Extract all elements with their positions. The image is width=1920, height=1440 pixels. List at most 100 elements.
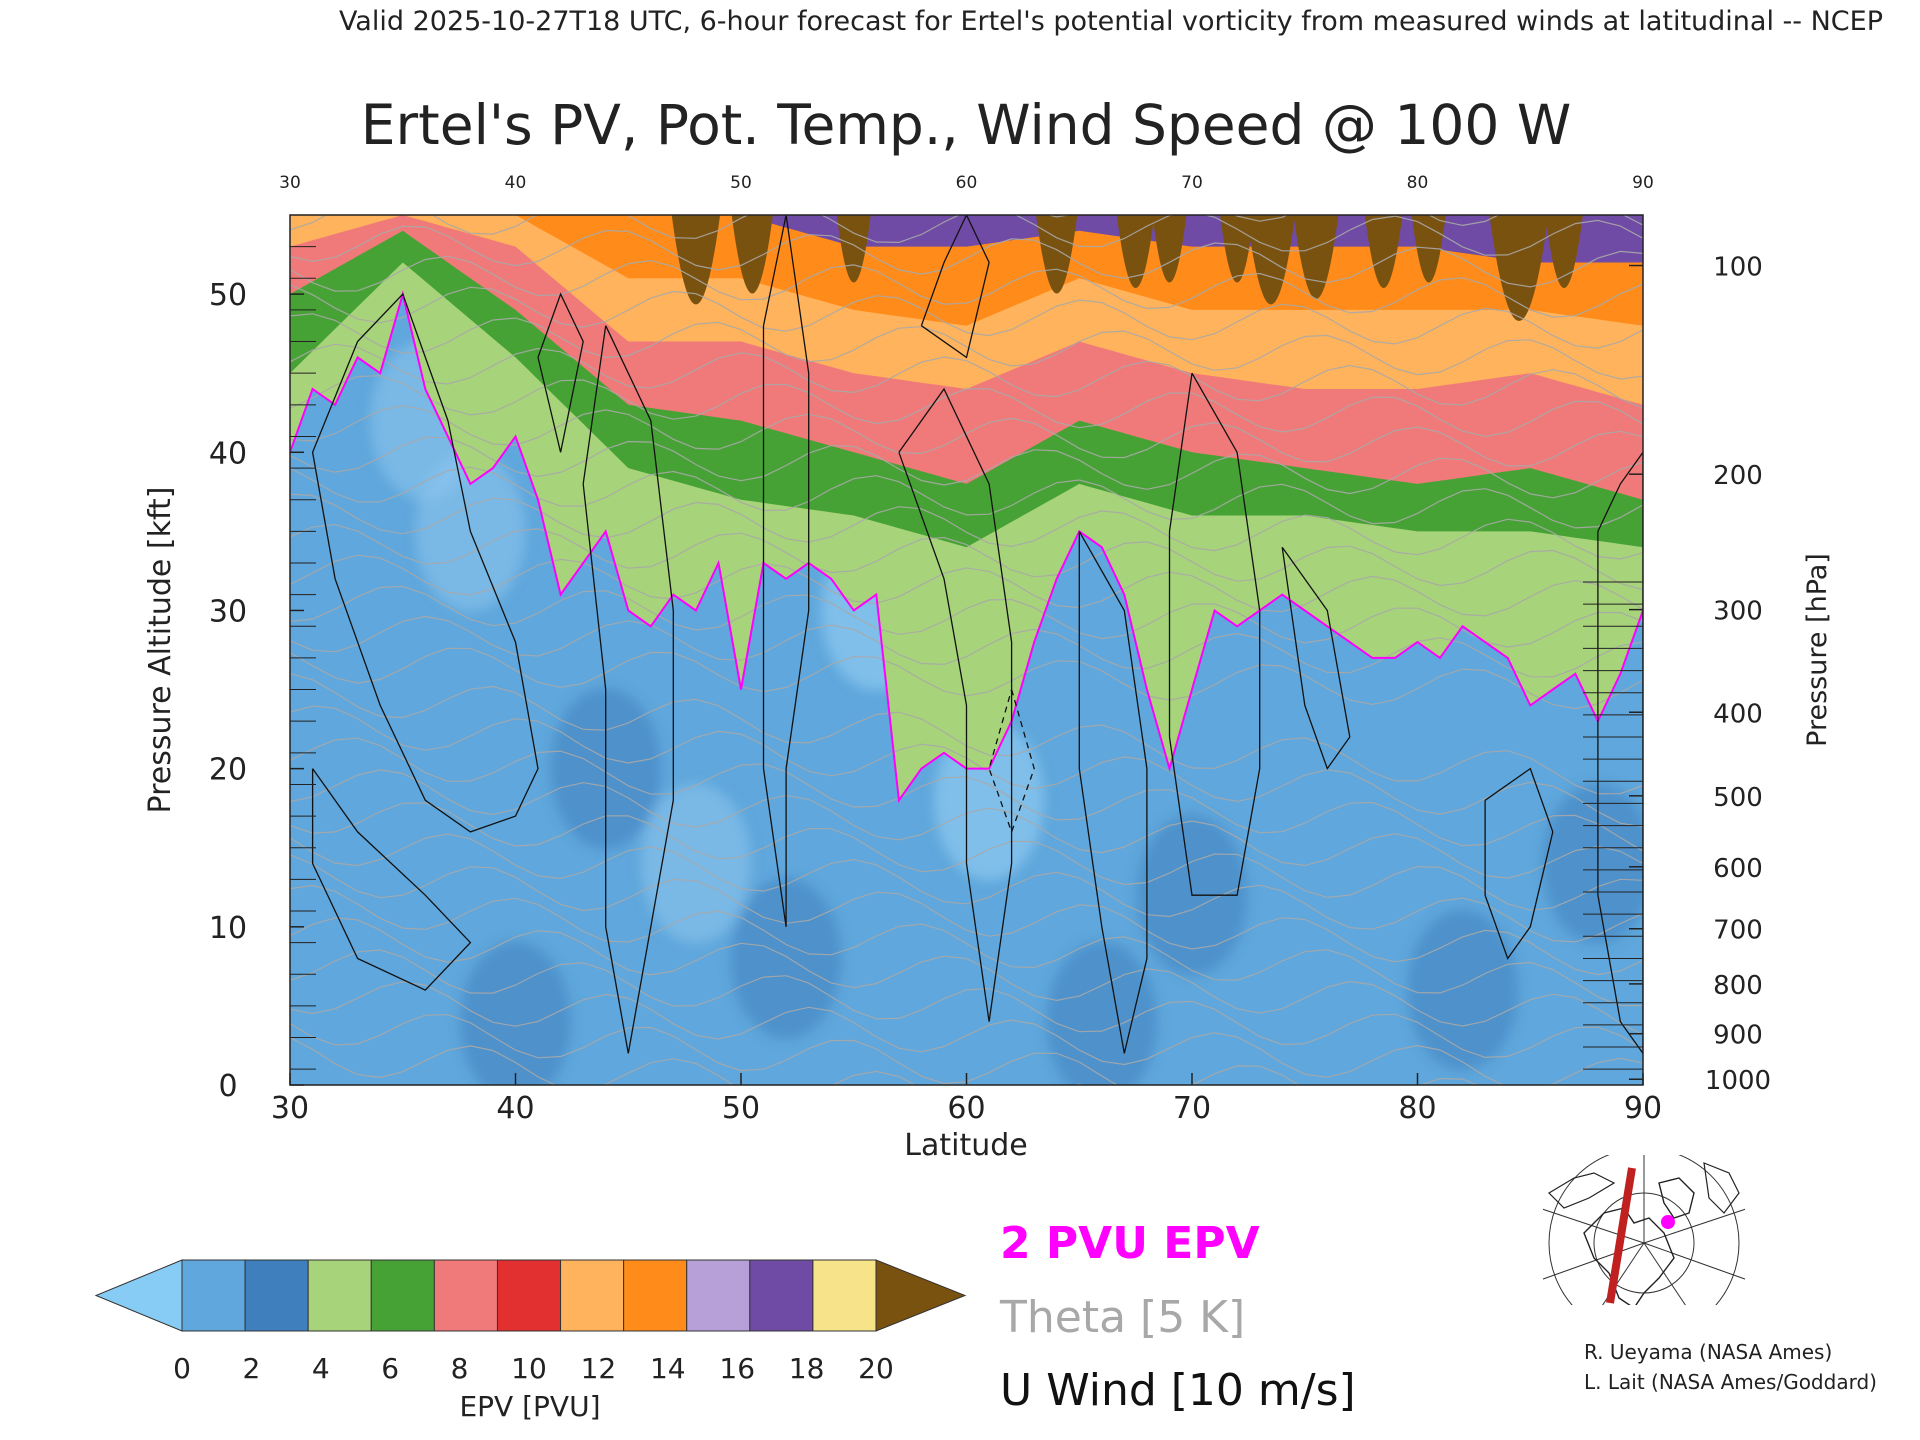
colorbar-tick-label: 20	[858, 1352, 894, 1385]
section-line	[1606, 1167, 1636, 1304]
epv-field	[290, 215, 1643, 1085]
y-tick-label: 0	[218, 1069, 237, 1104]
u-wind-contour-negative	[988, 689, 1035, 834]
spike-7	[1364, 215, 1403, 288]
colorbar-tick-label: 18	[789, 1352, 825, 1385]
u-wind-contour-6	[1168, 372, 1261, 896]
colorbar-segment-1	[244, 1259, 309, 1332]
theta-contour-16	[290, 554, 1643, 617]
pressure-tick-label: 500	[1713, 783, 1763, 813]
theta-contour-17	[290, 523, 1643, 591]
colorbar-segment-2	[307, 1259, 372, 1332]
x-tick-label: 40	[496, 1091, 534, 1126]
colorbar-tick-label: 8	[451, 1352, 469, 1385]
theta-contour-3	[290, 949, 1643, 1059]
spike-6	[1293, 215, 1339, 299]
pressure-tick-label: 900	[1713, 1021, 1763, 1051]
colorbar-tick-label: 14	[650, 1352, 686, 1385]
credit-line-1: R. Ueyama (NASA Ames)	[1584, 1340, 1832, 1364]
theta-contour-2	[290, 981, 1643, 1085]
u-wind-contour-5	[1078, 531, 1148, 1054]
u-wind-contour-10	[920, 215, 990, 359]
theta-contour-7	[290, 833, 1643, 943]
theta-contour-15	[290, 585, 1643, 648]
colorbar-tick-label: 4	[312, 1352, 330, 1385]
credit-line-2: L. Lait (NASA Ames/Goddard)	[1584, 1370, 1877, 1394]
colorbar-segment-3	[370, 1259, 435, 1332]
colorbar-tick-label: 16	[719, 1352, 755, 1385]
legend-item-2pvu: 2 PVU EPV	[1000, 1218, 1260, 1269]
x-tick-label: 60	[947, 1091, 985, 1126]
spike-0	[671, 215, 721, 305]
colorbar-segment-10	[812, 1259, 877, 1332]
x-tick-label: 70	[1173, 1091, 1211, 1126]
location-marker	[1661, 1215, 1675, 1229]
spike-11	[1220, 215, 1255, 283]
colorbar-segment-4	[433, 1259, 498, 1332]
x-tick-label: 50	[722, 1091, 760, 1126]
u-wind-contour-1	[311, 768, 472, 991]
spike-1	[731, 215, 773, 294]
colorbar-tick-label: 10	[511, 1352, 547, 1385]
x-tick-label: 80	[1398, 1091, 1436, 1126]
field-patch-8	[1407, 910, 1518, 1071]
u-wind-contour-7	[1281, 546, 1351, 770]
colorbar-tick-label: 12	[581, 1352, 617, 1385]
spike-2	[1036, 215, 1078, 294]
theta-contour-21	[290, 404, 1643, 467]
x-tick-label: 30	[271, 1091, 309, 1126]
u-wind-contour-0	[311, 292, 539, 833]
valid-time-header: Valid 2025-10-27T18 UTC, 6-hour forecast…	[339, 6, 1883, 37]
theta-contour-23	[290, 343, 1643, 409]
x-axis-label: Latitude	[904, 1128, 1027, 1163]
colorbar-segment-0	[181, 1259, 246, 1332]
u-wind-contour-8	[1484, 767, 1554, 960]
theta-contour-28	[290, 215, 1643, 256]
x-tick-label: 90	[1624, 1091, 1662, 1126]
theta-contours	[290, 215, 1643, 1085]
y-tick-label: 30	[209, 594, 247, 629]
top-tick-label: 80	[1407, 173, 1429, 193]
chart-title: Ertel's PV, Pot. Temp., Wind Speed @ 100…	[361, 93, 1571, 157]
field-patch-11	[1046, 941, 1157, 1085]
theta-contour-26	[290, 255, 1643, 318]
theta-contour-19	[290, 466, 1643, 529]
pressure-tick-label: 1000	[1705, 1066, 1771, 1096]
y-axis-label: Pressure Altitude [kft]	[143, 487, 178, 814]
colorbar-segment-5	[496, 1259, 562, 1332]
pressure-tick-label: 400	[1713, 699, 1763, 729]
north-polar-map-icon	[1543, 1155, 1745, 1305]
top-tick-label: 70	[1181, 173, 1203, 193]
pressure-tick-label: 800	[1713, 971, 1763, 1001]
legend-item-theta: Theta [5 K]	[999, 1292, 1245, 1343]
theta-contour-18	[290, 493, 1643, 560]
theta-contour-5	[290, 884, 1643, 1007]
u-wind-contour-3	[762, 215, 810, 927]
legend: 2 PVU EPV Theta [5 K] U Wind [10 m/s]	[999, 1218, 1356, 1416]
y-tick-label: 10	[209, 911, 247, 946]
theta-contour-27	[290, 225, 1643, 288]
colorbar-segment-7	[623, 1259, 688, 1332]
field-patch-9	[1542, 783, 1643, 944]
theta-contour-6	[290, 854, 1643, 976]
u-wind-contours	[311, 215, 1643, 1055]
spike-5	[1246, 215, 1296, 305]
top-tick-label: 30	[279, 173, 301, 193]
colorbar-tick-label: 0	[173, 1352, 191, 1385]
colorbar: 0 2 4 6 8 10 12 14 16 18 20	[94, 1259, 967, 1385]
spike-3	[1116, 215, 1155, 288]
top-tick-label: 50	[730, 173, 752, 193]
colorbar-under-arrow	[94, 1259, 183, 1332]
y-tick-label: 40	[209, 436, 247, 471]
colorbar-title: EPV [PVU]	[459, 1390, 600, 1423]
top-tick-label: 60	[956, 173, 978, 193]
legend-item-u-wind: U Wind [10 m/s]	[1000, 1365, 1356, 1416]
u-wind-contour-9	[1597, 451, 1643, 1055]
theta-contour-25	[290, 284, 1643, 349]
theta-contour-20	[290, 436, 1643, 499]
pressure-tick-label: 200	[1713, 461, 1763, 491]
y-tick-label: 50	[209, 278, 247, 313]
